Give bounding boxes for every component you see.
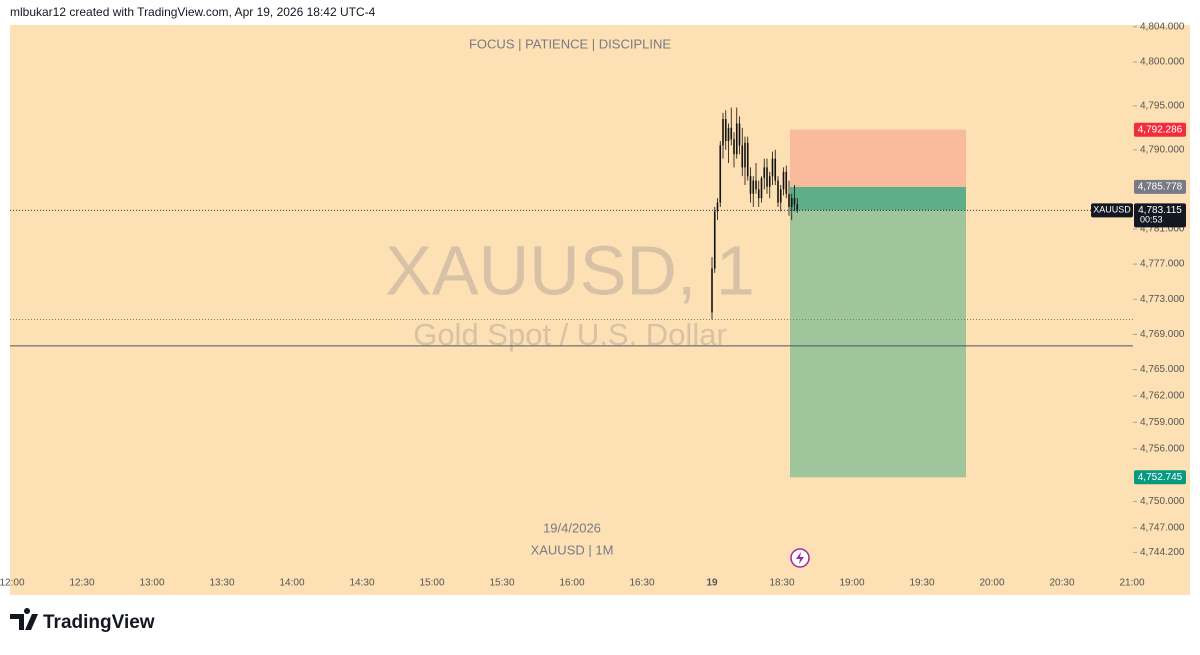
watermark-description: Gold Spot / U.S. Dollar <box>413 317 727 352</box>
target-tag <box>1134 470 1186 485</box>
entry-tag <box>1134 179 1186 194</box>
chart-background <box>10 25 1190 595</box>
y-tick-label: 4,759.000 <box>1140 417 1185 428</box>
stop-zone <box>790 129 966 187</box>
watermark-symbol: XAUUSD, 1 <box>385 231 755 309</box>
y-tick-label: 4,750.000 <box>1140 496 1185 507</box>
candle-body <box>782 171 785 190</box>
candle-body <box>790 198 793 207</box>
plot: 4,804.000 4,800.000 4,795.000 4,790.000 4,78… <box>0 21 1186 589</box>
y-tick-label: 4,781.000 <box>1140 224 1185 235</box>
y-tick-label: 4,777.000 <box>1140 259 1185 270</box>
candle-body <box>730 127 733 140</box>
entry-tag-label: 4,785.778 <box>1138 182 1183 193</box>
candle-body <box>771 158 774 177</box>
x-tick-label: 19:30 <box>909 578 934 589</box>
candle-body <box>796 204 799 211</box>
candle-body <box>749 176 752 194</box>
y-tick-label: 4,804.000 <box>1140 21 1185 32</box>
last-price-label: 4,783.115 <box>1138 205 1182 216</box>
x-tick-label: 19:00 <box>839 578 864 589</box>
y-tick-label: 4,747.000 <box>1140 522 1185 533</box>
x-tick-label: 13:00 <box>139 578 164 589</box>
symbol-tag-label: XAUUSD <box>1093 205 1131 215</box>
symbol-tag <box>1091 203 1133 218</box>
y-tick-label: 4,795.000 <box>1140 101 1185 112</box>
x-tick-label: 14:30 <box>349 578 374 589</box>
stop-tag-label: 4,792.286 <box>1138 124 1183 135</box>
candle-body <box>777 180 779 203</box>
logo[interactable]: TradingView <box>10 608 155 633</box>
y-tick-label: 4,762.000 <box>1140 391 1185 402</box>
y-tick-label: 4,773.000 <box>1140 294 1185 305</box>
x-tick-label: 14:00 <box>279 578 304 589</box>
candle-body <box>763 167 766 178</box>
candle-body <box>766 167 768 187</box>
x-tick-label: 15:30 <box>489 578 514 589</box>
candle-body <box>713 211 716 269</box>
candle-body <box>760 177 763 199</box>
y-tick-label: 4,765.000 <box>1140 364 1185 375</box>
last-price-tag <box>1134 203 1186 228</box>
header-text: mlbukar12 created with TradingView.com, … <box>10 5 376 19</box>
candle-body <box>755 180 757 190</box>
logo-text: TradingView <box>43 612 155 633</box>
alert-icon[interactable] <box>790 548 810 568</box>
open-zone <box>790 186 966 211</box>
x-tick-label: 19 <box>706 578 718 589</box>
y-tick-label: 4,756.000 <box>1140 443 1185 454</box>
candle-body <box>719 145 722 203</box>
candle-body <box>788 193 790 207</box>
target-tag-label: 4,752.745 <box>1138 472 1183 483</box>
x-tick-label: 20:00 <box>979 578 1004 589</box>
x-tick-label: 12:00 <box>0 578 25 589</box>
x-tick-label: 16:30 <box>629 578 654 589</box>
y-tick-label: 4,790.000 <box>1140 144 1185 155</box>
y-tick-label: 4,800.000 <box>1140 57 1185 68</box>
chart-title: FOCUS | PATIENCE | DISCIPLINE <box>469 36 671 51</box>
candle-body <box>738 123 741 146</box>
x-tick-label: 12:30 <box>69 578 94 589</box>
candle-body <box>741 145 744 168</box>
y-tick-label: 4,769.000 <box>1140 329 1185 340</box>
y-tick-label: 4,744.200 <box>1140 547 1185 558</box>
candle-body <box>768 176 771 187</box>
candle-body <box>727 127 730 142</box>
x-tick-label: 15:00 <box>419 578 444 589</box>
x-tick-label: 13:30 <box>209 578 234 589</box>
candle-body <box>774 158 777 181</box>
x-tick-label: 20:30 <box>1049 578 1074 589</box>
candle-body <box>746 142 749 177</box>
stop-tag <box>1134 122 1186 137</box>
target-zone <box>790 186 966 478</box>
candle-body <box>779 189 782 203</box>
date-note: 19/4/2026 <box>543 520 601 535</box>
candle-body <box>716 202 719 212</box>
symbol-note: XAUUSD | 1M <box>531 542 614 557</box>
x-tick-label: 16:00 <box>559 578 584 589</box>
candle-body <box>785 171 788 194</box>
candle-body <box>744 142 746 168</box>
candle-body <box>752 180 755 194</box>
candle-body <box>735 123 738 155</box>
candle-body <box>724 119 727 142</box>
candle-body <box>711 268 713 313</box>
countdown-label: 00:53 <box>1140 215 1163 225</box>
x-tick-label: 21:00 <box>1119 578 1144 589</box>
candle-body <box>733 139 735 155</box>
candle-body <box>722 119 724 146</box>
candle-body <box>793 198 796 205</box>
x-tick-label: 18:30 <box>769 578 794 589</box>
candle-body <box>757 189 760 199</box>
